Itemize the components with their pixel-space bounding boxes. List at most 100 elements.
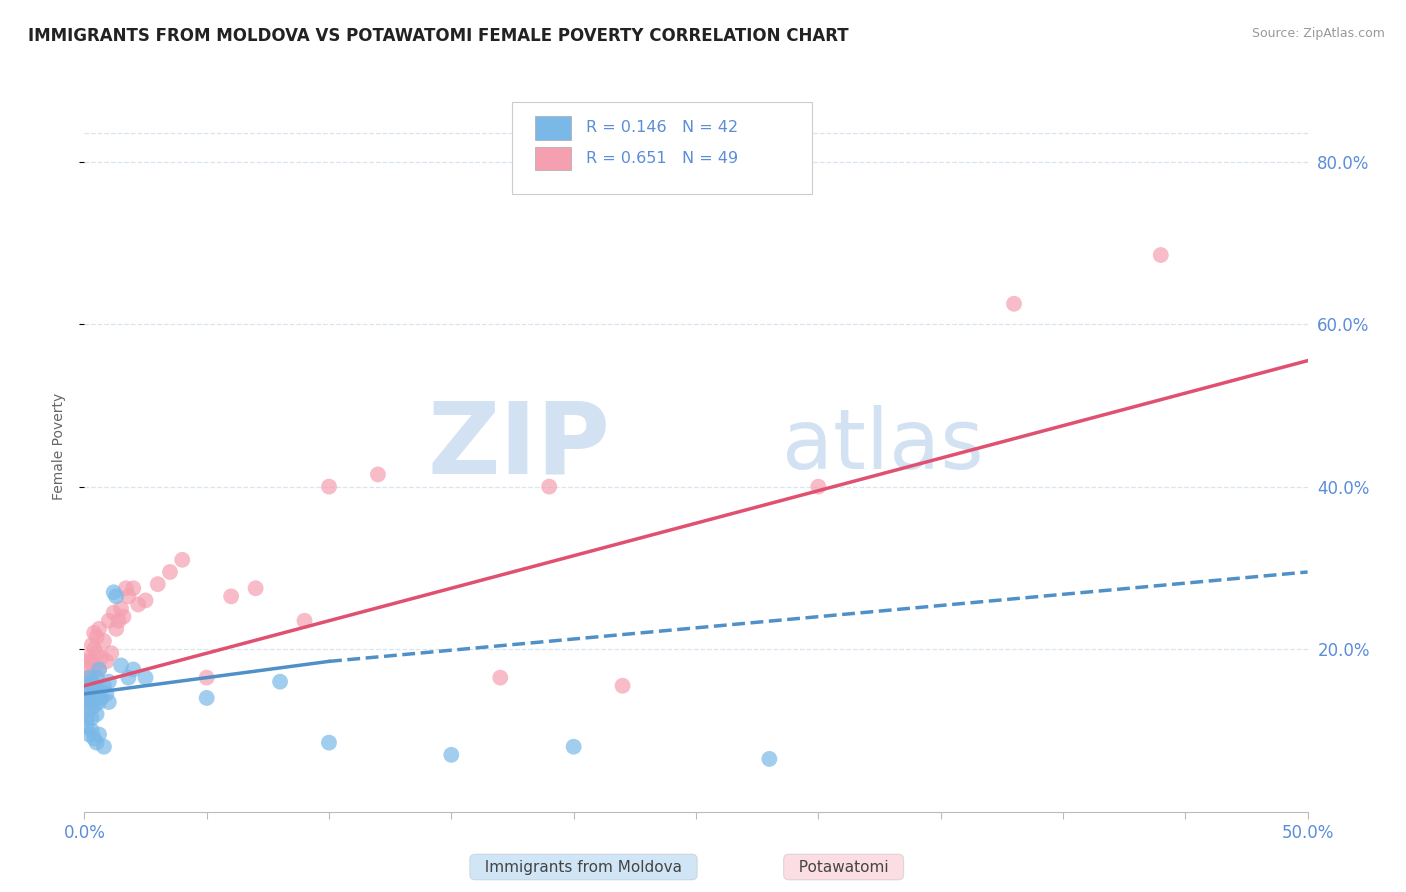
Point [77, 650, 100, 665]
Point [440, 747, 463, 762]
Point [83, 642, 105, 657]
Point [87, 727, 110, 741]
Point [159, 565, 181, 579]
Point [80, 638, 103, 652]
Point [97, 695, 120, 709]
Point [90, 650, 112, 665]
Point [367, 467, 389, 482]
Point [117, 590, 139, 604]
Text: Source: ZipAtlas.com: Source: ZipAtlas.com [1251, 27, 1385, 40]
Point [146, 577, 169, 591]
Point [86, 707, 108, 722]
Point [122, 581, 145, 595]
Point [562, 739, 585, 754]
Point [87, 663, 110, 677]
Point [612, 679, 634, 693]
Point [86, 630, 108, 644]
Point [103, 606, 125, 620]
Point [122, 663, 145, 677]
Point [1002, 297, 1025, 311]
Point [86, 671, 108, 685]
Point [80, 690, 103, 705]
Point [294, 614, 316, 628]
Text: R = 0.651   N = 49: R = 0.651 N = 49 [586, 151, 738, 166]
Point [83, 699, 105, 714]
Point [135, 671, 157, 685]
Point [127, 598, 149, 612]
Point [77, 727, 100, 741]
Point [97, 614, 120, 628]
Point [80, 695, 103, 709]
Point [115, 581, 138, 595]
Point [1150, 248, 1173, 262]
Y-axis label: Female Poverty: Female Poverty [52, 392, 66, 500]
Text: Immigrants from Moldova: Immigrants from Moldova [475, 860, 692, 874]
Point [135, 593, 157, 607]
Point [87, 695, 110, 709]
Text: ZIP: ZIP [427, 398, 610, 494]
Text: atlas: atlas [782, 406, 983, 486]
Point [76, 654, 98, 668]
FancyBboxPatch shape [513, 103, 813, 194]
Point [86, 690, 108, 705]
Point [80, 711, 103, 725]
Point [96, 654, 118, 668]
Point [80, 723, 103, 738]
Point [83, 679, 105, 693]
Point [77, 663, 100, 677]
Point [489, 671, 512, 685]
Point [76, 695, 98, 709]
Point [110, 658, 132, 673]
Point [87, 663, 110, 677]
Text: IMMIGRANTS FROM MOLDOVA VS POTAWATOMI FEMALE POVERTY CORRELATION CHART: IMMIGRANTS FROM MOLDOVA VS POTAWATOMI FE… [28, 27, 849, 45]
Point [80, 674, 103, 689]
Point [117, 671, 139, 685]
Point [318, 736, 340, 750]
Point [77, 695, 100, 709]
Point [105, 590, 128, 604]
Point [318, 480, 340, 494]
Point [90, 690, 112, 705]
Point [758, 752, 780, 766]
Point [87, 622, 110, 636]
Point [112, 609, 135, 624]
Point [76, 679, 98, 693]
Point [96, 687, 118, 701]
Bar [534, 147, 571, 170]
Point [76, 687, 98, 701]
Point [105, 622, 128, 636]
Text: Potawatomi: Potawatomi [789, 860, 898, 874]
Bar [534, 116, 571, 139]
Point [97, 674, 120, 689]
Point [219, 590, 242, 604]
Point [80, 654, 103, 668]
Point [87, 682, 110, 697]
Point [93, 739, 115, 754]
Point [80, 671, 103, 685]
Point [76, 703, 98, 717]
Point [107, 614, 129, 628]
Point [195, 690, 218, 705]
Point [77, 687, 100, 701]
Point [77, 703, 100, 717]
Point [100, 646, 122, 660]
Point [103, 585, 125, 599]
Point [538, 480, 561, 494]
Point [93, 634, 115, 648]
Point [83, 626, 105, 640]
Point [195, 671, 218, 685]
Point [77, 679, 100, 693]
Point [807, 480, 830, 494]
Point [110, 601, 132, 615]
Point [86, 736, 108, 750]
Point [269, 674, 291, 689]
Point [83, 663, 105, 677]
Point [86, 646, 108, 660]
Point [76, 671, 98, 685]
Point [172, 553, 194, 567]
Point [83, 687, 105, 701]
Point [76, 719, 98, 733]
Point [93, 679, 115, 693]
Text: R = 0.146   N = 42: R = 0.146 N = 42 [586, 120, 738, 136]
Point [76, 711, 98, 725]
